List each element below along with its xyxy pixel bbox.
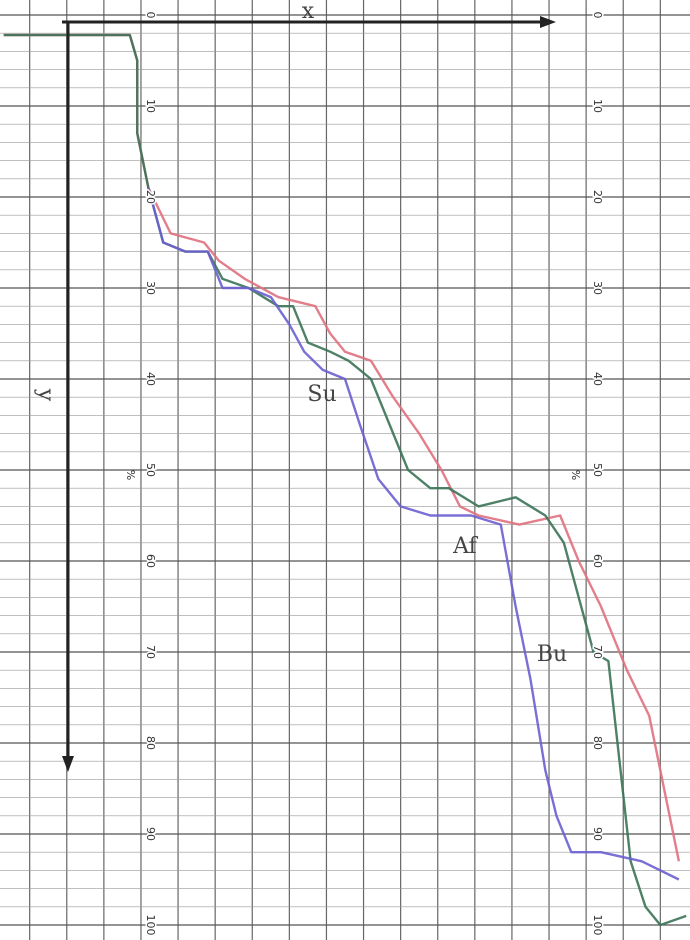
curve — [4, 35, 687, 925]
y-tick-label: 30 — [144, 281, 157, 295]
annotation: Bu — [537, 642, 567, 667]
y-tick-label: 100 — [591, 915, 604, 936]
y-tick-label: 40 — [591, 372, 604, 386]
y-tick-label: 30 — [591, 281, 604, 295]
y-tick-label: 0 — [144, 12, 157, 19]
y-tick-label: 100 — [144, 915, 157, 936]
y-tick-label: 90 — [591, 827, 604, 841]
y-tick-label: 70 — [144, 645, 157, 659]
y-tick-label: 10 — [591, 99, 604, 113]
labels: 0 0 10 10 20 20 30 30 40 40 50 50 60 60 70 70 80 80 90 90 10… — [144, 12, 604, 936]
x-axis-label: x — [302, 0, 315, 24]
y-tick-label: 50 — [591, 463, 604, 477]
y-tick-label: 20 — [591, 190, 604, 204]
chart: 0 0 10 10 20 20 30 30 40 40 50 50 60 60 70 70 80 80 90 90 10… — [0, 0, 690, 940]
annotation: Af — [452, 534, 479, 559]
y-tick-label: 80 — [591, 736, 604, 750]
unit-label: % — [569, 470, 582, 480]
grid — [0, 0, 690, 940]
annotation: Su — [307, 382, 336, 407]
curves — [4, 35, 687, 925]
curve — [4, 35, 679, 861]
y-tick-label: 10 — [144, 99, 157, 113]
y-tick-label: 50 — [144, 463, 157, 477]
y-tick-label: 80 — [144, 736, 157, 750]
y-tick-label: 40 — [144, 372, 157, 386]
y-tick-label: 60 — [591, 554, 604, 568]
y-tick-label: 70 — [591, 645, 604, 659]
y-arrow — [62, 756, 74, 772]
y-tick-label: 90 — [144, 827, 157, 841]
x-arrow — [540, 16, 556, 28]
y-axis-label: y — [33, 388, 58, 402]
y-tick-label: 20 — [144, 190, 157, 204]
y-tick-label: 0 — [591, 12, 604, 19]
unit-label: % — [124, 470, 137, 480]
y-tick-label: 60 — [144, 554, 157, 568]
